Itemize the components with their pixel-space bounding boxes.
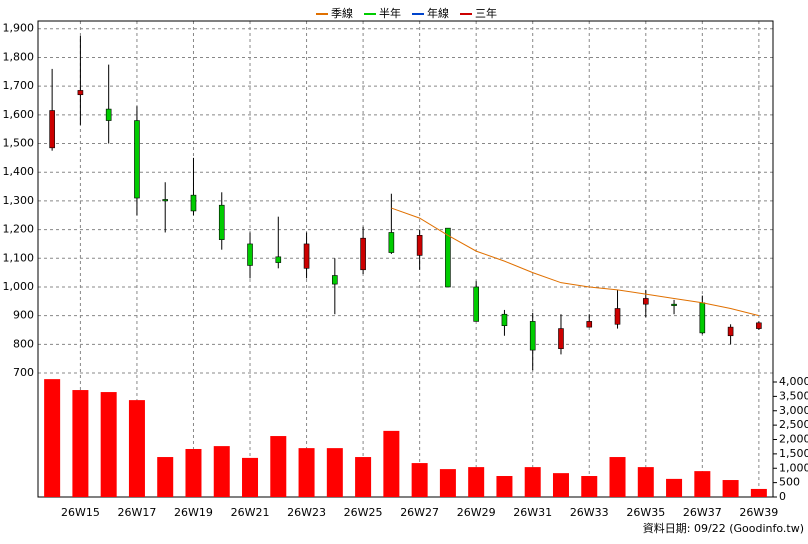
volume-bar (439, 469, 456, 497)
legend-label: 三年 (475, 6, 497, 20)
volume-bar (100, 392, 117, 497)
candle-body (529, 321, 536, 351)
x-tick-label: 26W39 (739, 506, 778, 519)
volume-bar (72, 390, 89, 497)
volume-bar (666, 478, 683, 497)
volume-bar (270, 436, 287, 497)
y2-tick-label: 3,000 (779, 404, 808, 417)
y-tick-label: 1,700 (3, 79, 35, 92)
y-tick-label: 800 (13, 337, 34, 350)
x-tick-label: 26W37 (683, 506, 722, 519)
volume-bar (44, 379, 61, 497)
candle-body (416, 235, 423, 256)
volume-bar (242, 457, 259, 497)
x-tick-label: 26W21 (231, 506, 270, 519)
volume-bar (157, 457, 174, 497)
y-tick-label: 1,300 (3, 194, 35, 207)
volume-bar (637, 467, 654, 497)
candle-body (642, 298, 649, 305)
x-tick-label: 26W17 (118, 506, 157, 519)
candle-body (162, 199, 169, 202)
y-tick-label: 1,600 (3, 108, 35, 121)
y-tick-label: 700 (13, 366, 34, 379)
x-tick-label: 26W31 (513, 506, 552, 519)
candle-body (671, 303, 677, 306)
x-tick-label: 26W15 (61, 506, 100, 519)
candle-body (699, 302, 706, 334)
candle-body (388, 232, 395, 253)
y-tick-label: 1,000 (3, 280, 35, 293)
y2-tick-label: 500 (779, 476, 800, 489)
candle-body (303, 243, 310, 269)
volume-bar (128, 400, 145, 497)
candle-body (190, 194, 197, 212)
candle-body (275, 256, 282, 263)
candle-body (49, 110, 55, 149)
volume-bar (552, 473, 569, 497)
y-tick-label: 1,800 (3, 50, 35, 63)
volume-bar (750, 488, 767, 497)
volume-bar (355, 457, 372, 497)
volume-bar (722, 480, 739, 497)
volume-bar (581, 476, 598, 497)
y-tick-label: 1,400 (3, 165, 35, 178)
ma-line (391, 207, 759, 317)
volume-bar (411, 463, 428, 497)
candle-body (105, 108, 112, 121)
candle-body (360, 237, 366, 271)
y-tick-label: 900 (13, 309, 34, 322)
x-tick-label: 26W35 (626, 506, 665, 519)
volume-bar (468, 467, 485, 497)
volume-bar (326, 448, 343, 497)
y-tick-label: 1,900 (3, 22, 35, 35)
y-tick-label: 1,500 (3, 137, 35, 150)
candle-body (756, 322, 762, 329)
y2-tick-label: 2,500 (779, 418, 808, 431)
y2-tick-label: 3,500 (779, 389, 808, 402)
legend-label: 季線 (331, 6, 353, 20)
candle-body (586, 321, 593, 328)
y2-tick-label: 4,000 (779, 375, 808, 388)
volume-bar (609, 457, 626, 497)
candle-body (134, 120, 140, 199)
legend-label: 年線 (427, 6, 449, 20)
candle-body (473, 286, 479, 322)
plot-frame (37, 20, 774, 498)
x-tick-label: 26W27 (400, 506, 439, 519)
legend-label: 半年 (379, 6, 401, 20)
y2-tick-label: 2,000 (779, 433, 808, 446)
candle-body (727, 326, 734, 337)
volume-bar (213, 446, 230, 497)
x-tick-label: 26W19 (174, 506, 213, 519)
x-tick-label: 26W23 (287, 506, 326, 519)
y2-tick-label: 0 (779, 490, 786, 503)
volume-bar (383, 430, 400, 497)
candle-body (77, 90, 84, 96)
x-tick-label: 26W25 (344, 506, 383, 519)
y2-tick-label: 1,500 (779, 447, 808, 460)
volume-bar (496, 476, 513, 497)
volume-bar (298, 448, 315, 497)
candle-body (614, 308, 621, 325)
candle-body (501, 313, 508, 327)
candle-body (445, 227, 451, 288)
volume-bar (185, 448, 202, 497)
volume-bar (694, 471, 711, 497)
candle-body (218, 204, 225, 240)
y-tick-label: 1,100 (3, 251, 35, 264)
candle-body (247, 243, 253, 266)
y-tick-label: 1,200 (3, 223, 35, 236)
x-tick-label: 26W29 (457, 506, 496, 519)
footer: 資料日期: 09/22 (Goodinfo.tw) (643, 521, 804, 535)
candle-body (332, 275, 338, 285)
candle-body (558, 328, 564, 349)
x-tick-label: 26W33 (570, 506, 609, 519)
volume-bar (524, 467, 541, 497)
y2-tick-label: 1,000 (779, 461, 808, 474)
